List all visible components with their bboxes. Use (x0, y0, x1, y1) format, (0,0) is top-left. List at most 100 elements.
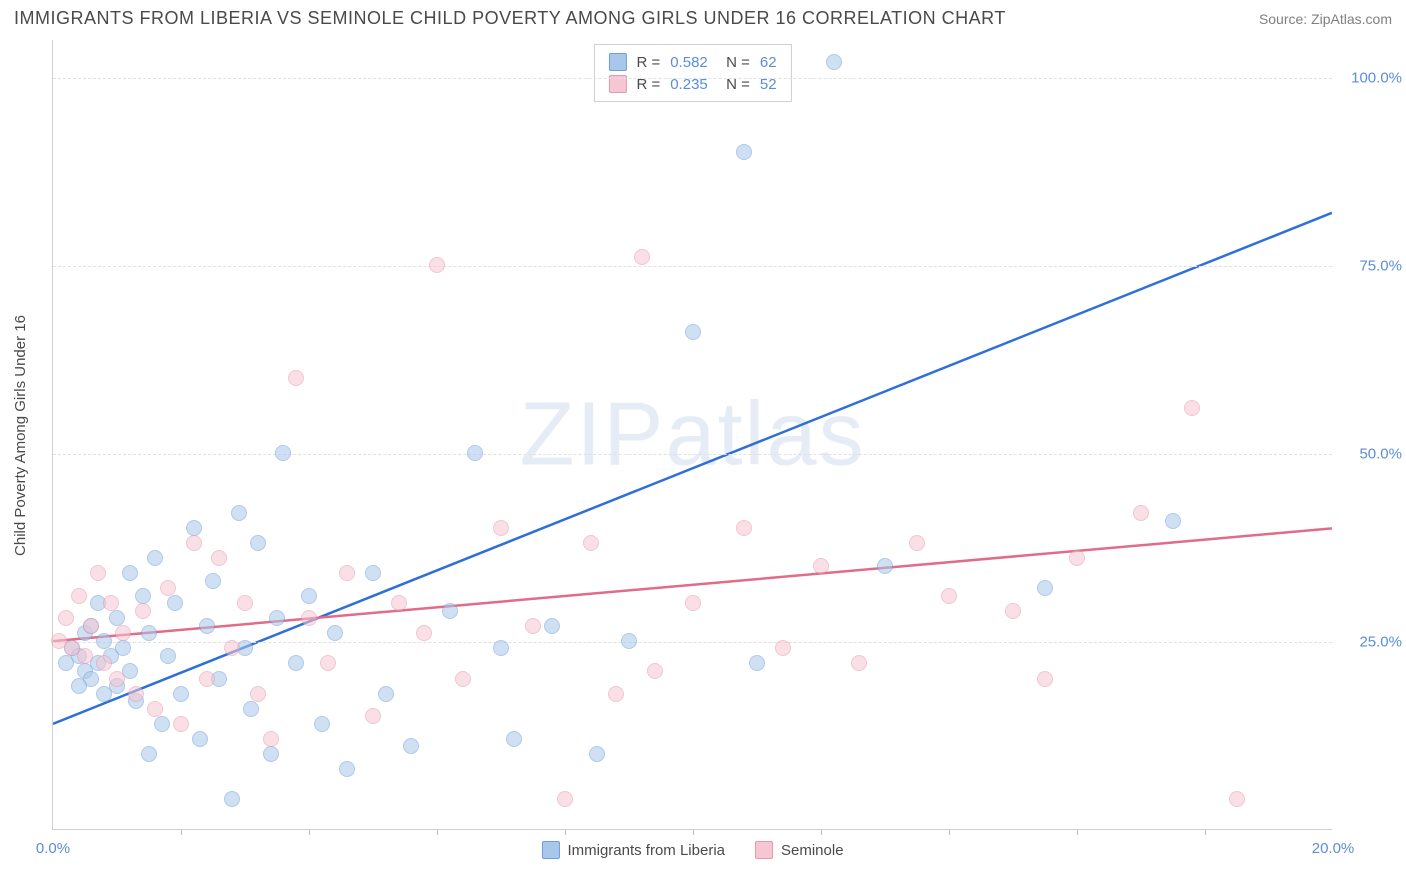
stats-label: N = (718, 54, 750, 71)
data-point (269, 610, 285, 626)
data-point (263, 731, 279, 747)
watermark-bold: ZIP (519, 384, 665, 484)
data-point (1069, 550, 1085, 566)
data-point (1005, 603, 1021, 619)
swatch-icon (608, 53, 626, 71)
data-point (83, 618, 99, 634)
data-point (141, 746, 157, 762)
data-point (115, 625, 131, 641)
gridline (53, 454, 1332, 455)
data-point (589, 746, 605, 762)
data-point (250, 686, 266, 702)
data-point (608, 686, 624, 702)
data-point (339, 761, 355, 777)
data-point (167, 595, 183, 611)
data-point (775, 640, 791, 656)
data-point (583, 535, 599, 551)
stats-r-value: 0.582 (670, 54, 708, 71)
y-tick-label: 100.0% (1342, 69, 1402, 86)
data-point (224, 640, 240, 656)
x-tick-mark (181, 829, 182, 835)
x-tick-mark (1077, 829, 1078, 835)
data-point (493, 520, 509, 536)
data-point (231, 505, 247, 521)
data-point (1133, 505, 1149, 521)
data-point (391, 595, 407, 611)
data-point (327, 625, 343, 641)
data-point (192, 731, 208, 747)
data-point (147, 701, 163, 717)
x-tick-mark (565, 829, 566, 835)
data-point (339, 565, 355, 581)
legend-label: Seminole (781, 842, 844, 859)
y-tick-label: 25.0% (1342, 633, 1402, 650)
data-point (941, 588, 957, 604)
scatter-plot: ZIPatlas R = 0.582 N = 62 R = 0.235 N = … (52, 40, 1332, 830)
legend: Immigrants from Liberia Seminole (541, 841, 843, 859)
data-point (736, 520, 752, 536)
data-point (826, 54, 842, 70)
data-point (365, 565, 381, 581)
data-point (90, 565, 106, 581)
y-tick-label: 75.0% (1342, 257, 1402, 274)
data-point (525, 618, 541, 634)
data-point (851, 655, 867, 671)
data-point (288, 655, 304, 671)
data-point (288, 370, 304, 386)
data-point (109, 671, 125, 687)
data-point (813, 558, 829, 574)
data-point (467, 445, 483, 461)
data-point (1165, 513, 1181, 529)
data-point (685, 595, 701, 611)
data-point (749, 655, 765, 671)
x-tick-mark (309, 829, 310, 835)
data-point (301, 610, 317, 626)
data-point (429, 257, 445, 273)
data-point (96, 655, 112, 671)
legend-item: Seminole (755, 841, 844, 859)
x-tick-mark (693, 829, 694, 835)
data-point (237, 595, 253, 611)
data-point (909, 535, 925, 551)
data-point (186, 535, 202, 551)
watermark-thin: atlas (665, 384, 865, 484)
data-point (301, 588, 317, 604)
swatch-icon (755, 841, 773, 859)
data-point (154, 716, 170, 732)
data-point (736, 144, 752, 160)
data-point (115, 640, 131, 656)
chart-title: IMMIGRANTS FROM LIBERIA VS SEMINOLE CHIL… (14, 8, 1006, 29)
data-point (263, 746, 279, 762)
data-point (173, 686, 189, 702)
stats-row: R = 0.582 N = 62 (608, 51, 776, 73)
data-point (314, 716, 330, 732)
data-point (442, 603, 458, 619)
data-point (557, 791, 573, 807)
data-point (621, 633, 637, 649)
x-tick-label: 0.0% (36, 840, 70, 857)
data-point (1037, 671, 1053, 687)
y-tick-label: 50.0% (1342, 445, 1402, 462)
data-point (141, 625, 157, 641)
x-tick-mark (949, 829, 950, 835)
data-point (320, 655, 336, 671)
data-point (71, 678, 87, 694)
data-point (243, 701, 259, 717)
data-point (205, 573, 221, 589)
x-tick-mark (1205, 829, 1206, 835)
data-point (160, 648, 176, 664)
data-point (877, 558, 893, 574)
data-point (71, 588, 87, 604)
data-point (128, 686, 144, 702)
swatch-icon (541, 841, 559, 859)
data-point (122, 565, 138, 581)
data-point (544, 618, 560, 634)
gridline (53, 78, 1332, 79)
data-point (378, 686, 394, 702)
data-point (173, 716, 189, 732)
stats-row: R = 0.235 N = 52 (608, 73, 776, 95)
data-point (1037, 580, 1053, 596)
data-point (147, 550, 163, 566)
data-point (416, 625, 432, 641)
data-point (250, 535, 266, 551)
